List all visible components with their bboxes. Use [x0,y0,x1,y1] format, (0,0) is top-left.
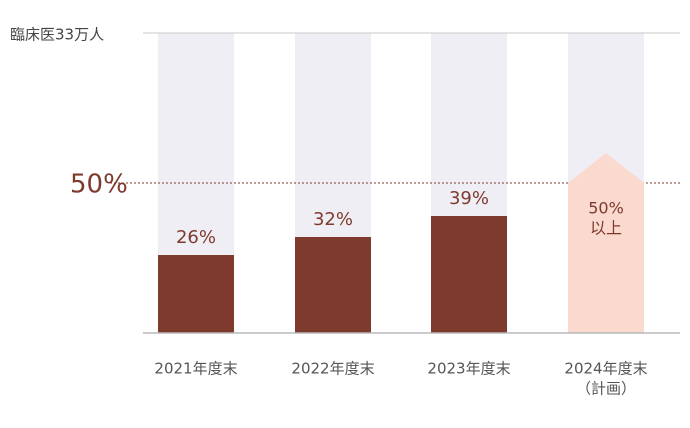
x-tick-label: （計画） [576,380,636,398]
value-label: 以上 [590,219,622,238]
bar [158,255,234,333]
planned-arrow [568,153,644,333]
x-tick-label: 2023年度末 [427,360,510,378]
y-tick-label: 50% [70,170,128,200]
value-label: 32% [313,209,353,230]
x-tick-label: 2022年度末 [291,360,374,378]
x-tick-label: 2024年度末 [564,360,647,378]
value-label: 39% [449,188,489,209]
bar [295,237,371,333]
y-tick-label: 臨床医33万人 [10,26,104,44]
bar [431,216,507,333]
x-tick-label: 2021年度末 [154,360,237,378]
value-label: 50% [588,199,624,218]
value-label: 26% [176,227,216,248]
